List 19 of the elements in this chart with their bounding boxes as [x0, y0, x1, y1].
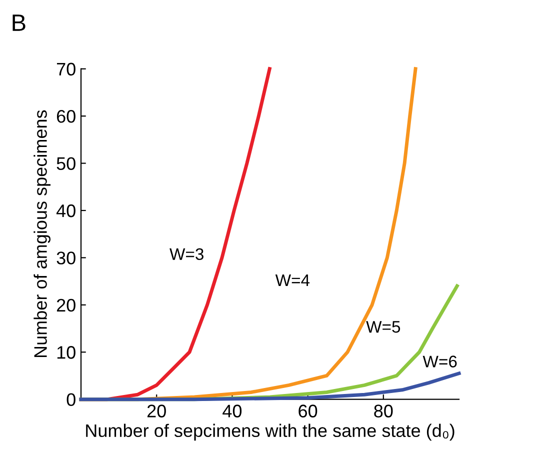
x-tick-label: 80 [374, 404, 393, 418]
x-tick-label: 60 [298, 404, 318, 418]
y-tick-label: 20 [56, 298, 76, 312]
y-tick-label: 70 [56, 62, 76, 76]
y-tick-label: 60 [56, 110, 76, 123]
y-tick-label: 10 [57, 346, 76, 359]
x-tick-label: 20 [147, 404, 166, 418]
annotation: W=6 [422, 356, 457, 368]
y-tick-label: 30 [56, 252, 76, 264]
text: B [12, 14, 26, 31]
y-tick-label: 50 [56, 157, 76, 170]
x-tick-label: 40 [222, 404, 242, 418]
annotation: W=3 [170, 248, 204, 260]
annotation: W=4 [275, 274, 310, 286]
y-tick-label: 0 [66, 393, 76, 406]
y-tick-label: 40 [56, 204, 76, 218]
y-axis-title: Number of amgious specimens [34, 110, 50, 358]
x-axis-title: Number of sepcimens with the same state (d₀) [86, 424, 454, 441]
annotation: W=5 [366, 321, 400, 333]
